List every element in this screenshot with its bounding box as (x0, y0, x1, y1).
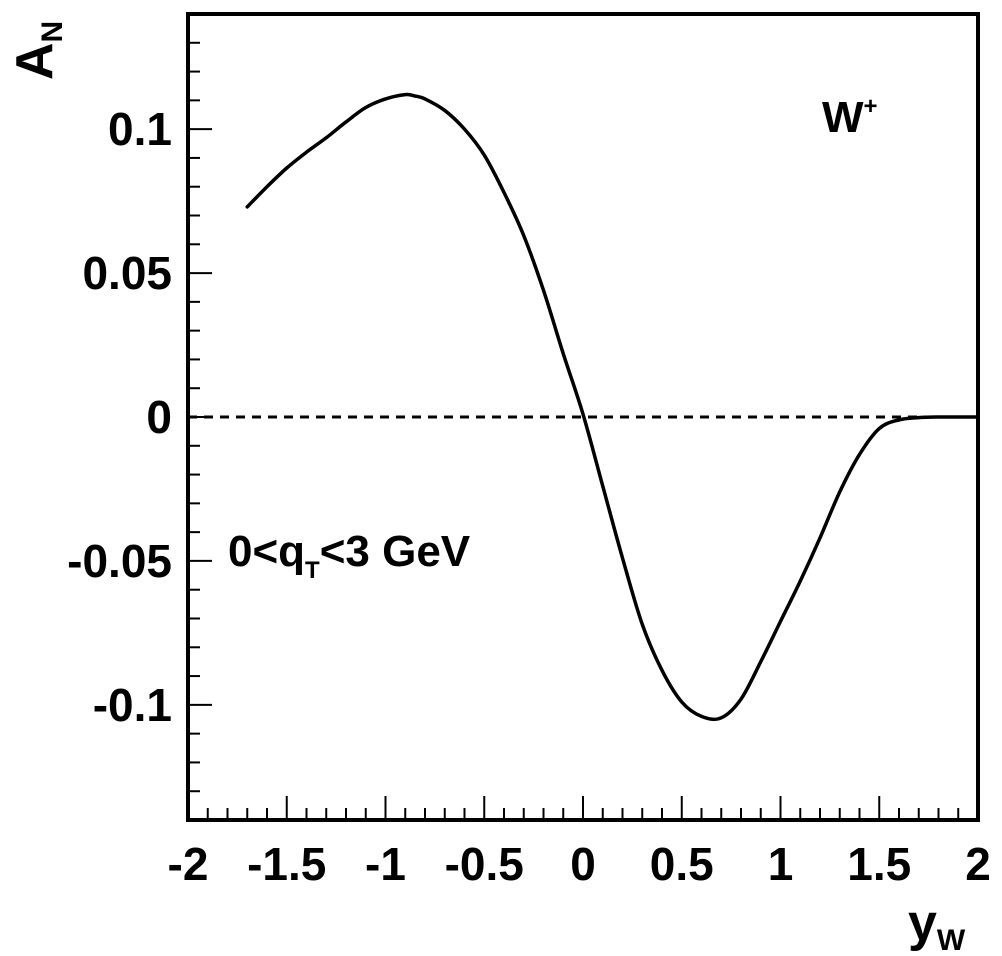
plot-frame (186, 12, 980, 822)
x-axis-title: yW (908, 894, 966, 956)
qt-cut-sub: T (305, 557, 320, 584)
tick-labels: -2 -1.5 -1 -0.5 0 0.5 1 1.5 2 -0.1 -0.05 0 0.05 0.1 (67, 103, 991, 890)
x-tick-label: -1 (365, 838, 406, 890)
qt-cut-pre: 0<q (228, 527, 305, 576)
y-axis-title: AN (6, 21, 69, 80)
y-tick-label: 0 (146, 391, 172, 443)
qt-cut-post: <3 GeV (320, 527, 471, 576)
qt-cut-label: 0<qT<3 GeV (228, 527, 471, 584)
x-tick-label: -1.5 (247, 838, 326, 890)
x-tick-label: 1 (768, 838, 794, 890)
x-tick-label: 1.5 (847, 838, 911, 890)
x-tick-label: 0 (570, 838, 596, 890)
x-axis-title-sub: W (937, 924, 966, 956)
x-tick-label: 0.5 (650, 838, 714, 890)
y-tick-label: -0.1 (93, 679, 172, 731)
series-line (245, 92, 980, 722)
y-tick-label: 0.05 (82, 247, 172, 299)
y-tick-label: 0.1 (108, 103, 172, 155)
y-axis-title-main: A (6, 42, 64, 80)
x-tick-label: -2 (168, 838, 209, 890)
boson-label: W+ (822, 93, 878, 142)
y-tick-label: -0.05 (67, 535, 172, 587)
boson-label-sup: + (864, 93, 878, 120)
y-axis-title-sub: N (36, 21, 69, 43)
x-tick-label: 2 (965, 838, 991, 890)
x-axis-title-main: y (908, 894, 937, 952)
x-tick-label: -0.5 (445, 838, 524, 890)
boson-label-main: W (822, 93, 864, 142)
